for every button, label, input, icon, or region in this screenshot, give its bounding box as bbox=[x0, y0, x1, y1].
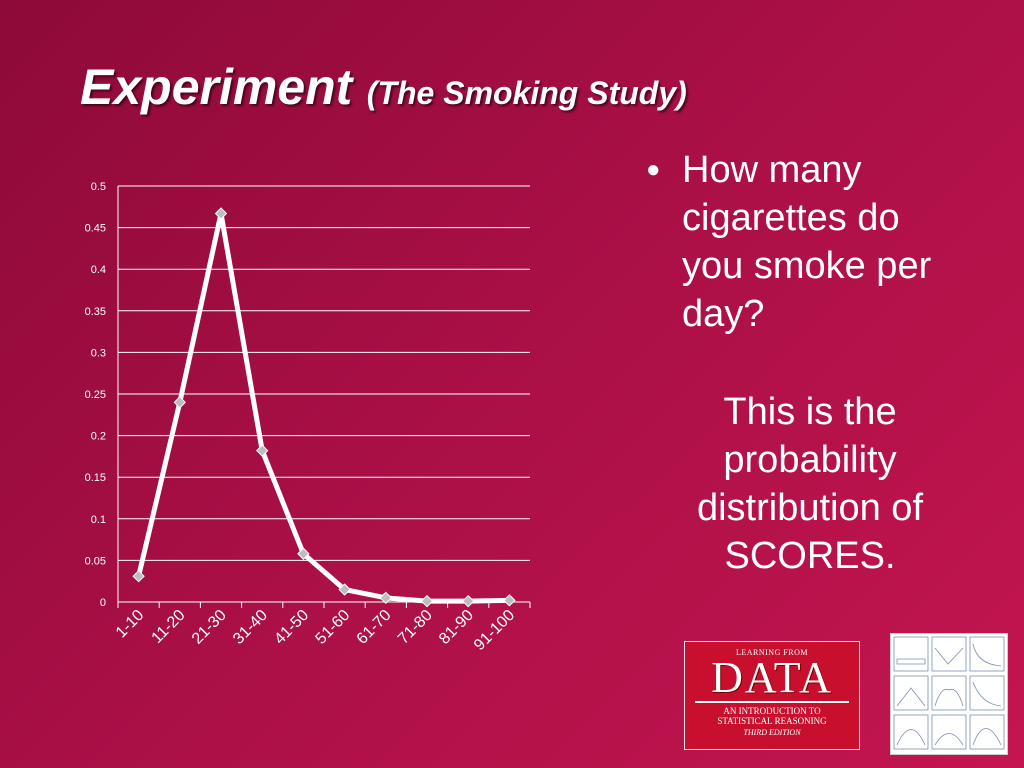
data-point-marker bbox=[297, 547, 310, 560]
book-logo-top: LEARNING FROM bbox=[735, 648, 809, 657]
x-tick-label: 51-60 bbox=[312, 607, 353, 648]
y-tick-label: 0.1 bbox=[91, 514, 106, 526]
data-point-marker bbox=[214, 207, 228, 220]
bullet-dot-icon: ● bbox=[646, 156, 661, 183]
x-tick-label: 11-20 bbox=[149, 607, 189, 647]
x-tick-label: 21-30 bbox=[189, 607, 230, 648]
data-point-marker bbox=[338, 583, 351, 596]
data-point-marker bbox=[255, 444, 269, 457]
distribution-note: This is the probability distribution of … bbox=[696, 391, 923, 577]
y-tick-label: 0.4 bbox=[91, 264, 106, 276]
series-line bbox=[136, 210, 512, 604]
title-main: Experiment bbox=[80, 59, 353, 115]
probability-line-chart: 0 0.05 0.1 0.15 0.2 0.25 0.3 0.35 0.4 0.45 0.5 1-10… bbox=[85, 181, 531, 654]
y-tick-label: 0.45 bbox=[85, 223, 106, 235]
book-logo-intro-1: AN INTRODUCTION TO bbox=[723, 706, 821, 716]
y-tick-label: 0.5 bbox=[91, 181, 106, 193]
y-tick-label: 0.25 bbox=[85, 389, 106, 401]
y-tick-label: 0.15 bbox=[85, 472, 106, 484]
title-subtitle: (The Smoking Study) bbox=[366, 75, 687, 111]
distribution-thumbnails-icon bbox=[890, 633, 1008, 755]
book-logo-intro-2: STATISTICAL REASONING bbox=[717, 716, 827, 726]
question-text: How many cigarettes do you smoke per day… bbox=[682, 149, 932, 335]
data-point-marker bbox=[503, 594, 516, 607]
x-tick-label: 41-50 bbox=[271, 607, 312, 648]
y-tick-label: 0.35 bbox=[85, 306, 106, 318]
slide-title: Experiment (The Smoking Study) bbox=[80, 58, 687, 116]
book-logo-divider bbox=[695, 701, 849, 703]
x-tick-label: 31-40 bbox=[230, 607, 271, 648]
book-logo-edition: THIRD EDITION bbox=[743, 728, 801, 737]
x-tick-label: 71-80 bbox=[395, 607, 436, 648]
y-tick-label: 0 bbox=[100, 597, 106, 609]
book-logo: LEARNING FROM DATA AN INTRODUCTION TO ST… bbox=[684, 641, 860, 750]
x-tick-label: 61-70 bbox=[354, 607, 395, 648]
data-point-marker bbox=[132, 570, 145, 583]
y-tick-label: 0.2 bbox=[91, 431, 106, 443]
x-tick-label: 91-100 bbox=[471, 607, 518, 654]
y-tick-label: 0.3 bbox=[91, 347, 106, 359]
x-tick-label: 1-10 bbox=[113, 607, 148, 642]
book-logo-title: DATA bbox=[711, 653, 833, 702]
data-point-marker bbox=[461, 594, 475, 608]
data-point-marker bbox=[420, 594, 434, 608]
data-point-marker bbox=[173, 396, 187, 409]
y-tick-label: 0.05 bbox=[85, 555, 106, 567]
question-bullet: ● How many cigarettes do you smoke per d… bbox=[644, 146, 934, 338]
data-point-marker bbox=[379, 591, 393, 605]
